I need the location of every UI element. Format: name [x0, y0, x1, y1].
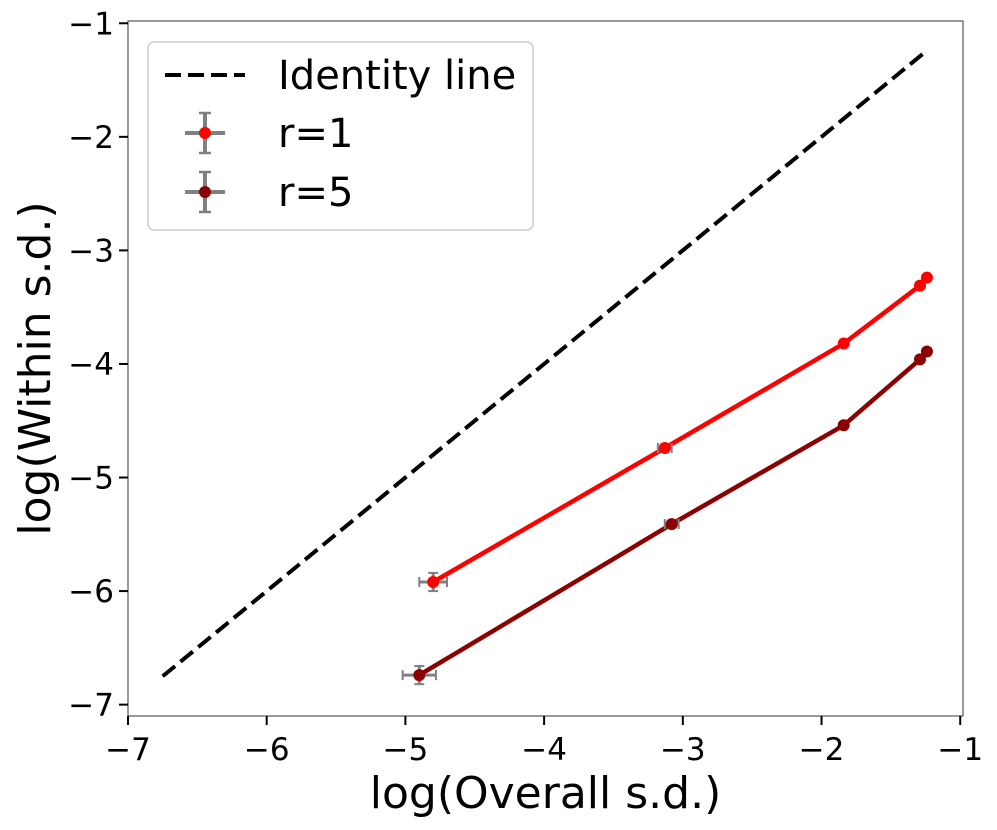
y-tick-label: −4 [68, 347, 114, 383]
legend-handle-marker [199, 186, 211, 198]
y-tick-label: −5 [68, 461, 114, 497]
data-point [920, 345, 933, 358]
data-point [413, 669, 426, 682]
legend: Identity line r=1 r=5 [147, 41, 534, 231]
x-tick-label: −7 [105, 732, 151, 768]
data-point [427, 575, 440, 588]
identity-line [161, 50, 927, 678]
data-point [914, 279, 927, 292]
data-point [920, 271, 933, 284]
series-line-1 [432, 276, 929, 584]
x-tick-label: −2 [799, 732, 845, 768]
legend-box [147, 41, 534, 231]
legend-label-series-2: r=5 [278, 170, 353, 216]
series-line-2 [418, 349, 929, 678]
data-point [837, 337, 850, 350]
x-axis-title: log(Overall s.d.) [370, 768, 721, 819]
data-point [914, 353, 927, 366]
x-tick-label: −6 [244, 732, 290, 768]
legend-label-series-1: r=1 [278, 111, 353, 157]
data-point [665, 518, 678, 531]
legend-handle-marker [199, 127, 211, 139]
x-tick-label: −3 [660, 732, 706, 768]
y-tick-label: −6 [68, 574, 114, 610]
data-point [658, 441, 671, 454]
axes: −7 −6 −5 −4 −3 −2 −1 −7 −6 −5 −4 −3 −2 −1 [68, 6, 983, 768]
y-axis-title: log(Within s.d.) [10, 201, 61, 535]
x-tick-label: −1 [937, 732, 983, 768]
y-tick-label: −3 [68, 233, 114, 269]
plot-area [161, 50, 933, 686]
data-point [837, 419, 850, 432]
plot-frame [127, 20, 964, 717]
y-tick-label: −7 [68, 688, 114, 724]
legend-label-identity: Identity line [278, 53, 516, 99]
x-tick-label: −5 [383, 732, 429, 768]
y-tick-label: −1 [68, 6, 114, 42]
x-tick-label: −4 [521, 732, 567, 768]
y-tick-label: −2 [68, 120, 114, 156]
